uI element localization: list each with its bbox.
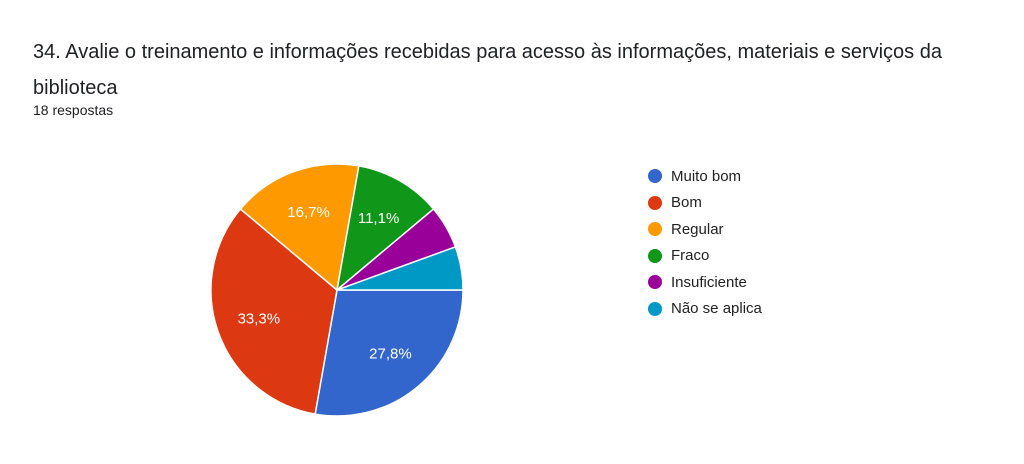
legend-label: Muito bom [671, 167, 742, 185]
pie-slice-n-o-se-aplica[interactable] [336, 245, 464, 291]
pie-slice-muito-bom[interactable] [314, 289, 464, 417]
legend-label: Fraco [671, 247, 710, 265]
legend-swatch [648, 222, 662, 237]
legend-label: Bom [671, 194, 702, 212]
legend-swatch [648, 301, 662, 316]
legend-swatch [648, 195, 662, 210]
legend-item[interactable]: Fraco [648, 243, 762, 270]
legend-label: Não se aplica [671, 300, 762, 318]
legend-item[interactable]: Regular [648, 216, 762, 243]
slice-label: 27,8% [369, 346, 412, 363]
response-count: 18 respostas [33, 102, 114, 118]
pie-slice-bom[interactable] [210, 207, 338, 415]
legend-item[interactable]: Bom [648, 190, 762, 217]
question-title: 34. Avalie o treinamento e informações r… [33, 41, 942, 99]
legend-swatch [648, 275, 662, 290]
legend-swatch [648, 248, 662, 263]
legend-item[interactable]: Muito bom [648, 163, 762, 190]
legend-swatch [648, 169, 662, 184]
chart-legend: Muito bom Bom Regular Fraco Insuficiente Não … [648, 163, 762, 322]
legend-label: Insuficiente [671, 273, 747, 291]
legend-label: Regular [671, 220, 724, 238]
legend-item[interactable]: Não se aplica [648, 296, 762, 323]
slice-label: 33,3% [238, 310, 281, 327]
slice-label: 16,7% [287, 204, 330, 221]
slice-label: 11,1% [358, 210, 399, 227]
pie-slice-regular[interactable] [239, 163, 360, 292]
legend-item[interactable]: Insuficiente [648, 269, 762, 296]
pie-slice-fraco[interactable] [335, 165, 435, 292]
